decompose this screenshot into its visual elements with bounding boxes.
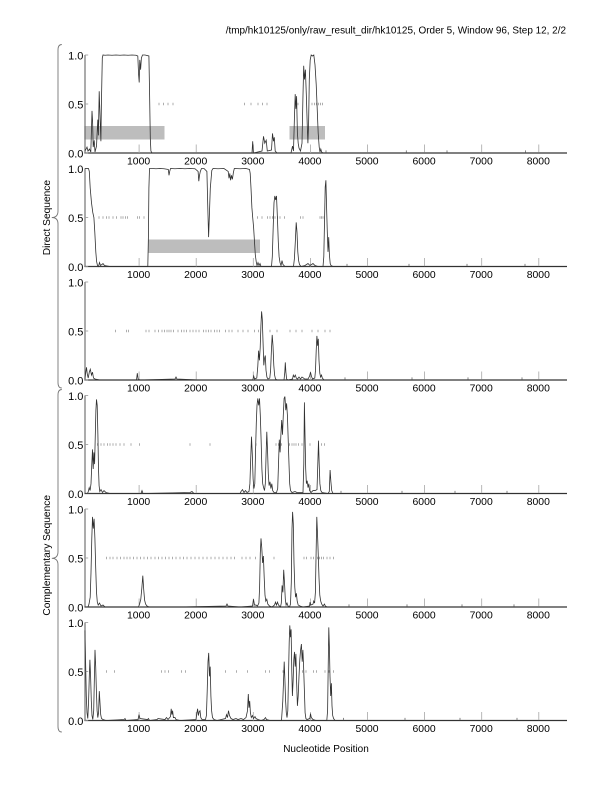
svg-text:7000: 7000 — [470, 611, 493, 622]
svg-text:5000: 5000 — [355, 497, 378, 508]
svg-text:1.0: 1.0 — [68, 50, 83, 62]
svg-text:0.5: 0.5 — [68, 213, 83, 225]
svg-text:2000: 2000 — [184, 611, 207, 622]
svg-text:1000: 1000 — [127, 724, 150, 735]
svg-text:0.0: 0.0 — [68, 716, 83, 728]
svg-text:6000: 6000 — [413, 270, 436, 281]
svg-text:6000: 6000 — [413, 384, 436, 395]
svg-text:3000: 3000 — [241, 611, 264, 622]
svg-text:7000: 7000 — [470, 384, 493, 395]
svg-text:3000: 3000 — [241, 384, 264, 395]
svg-text:0.5: 0.5 — [68, 99, 83, 111]
svg-text:4000: 4000 — [298, 724, 321, 735]
svg-text:0.5: 0.5 — [68, 667, 83, 679]
svg-text:1.0: 1.0 — [68, 277, 83, 289]
svg-text:0.0: 0.0 — [68, 602, 83, 614]
svg-text:5000: 5000 — [355, 384, 378, 395]
svg-text:6000: 6000 — [413, 611, 436, 622]
svg-text:0.0: 0.0 — [68, 262, 83, 274]
svg-text:8000: 8000 — [527, 270, 550, 281]
svg-text:4000: 4000 — [298, 497, 321, 508]
svg-text:2000: 2000 — [184, 270, 207, 281]
svg-text:0.5: 0.5 — [68, 553, 83, 565]
svg-text:5000: 5000 — [355, 724, 378, 735]
svg-text:6000: 6000 — [413, 497, 436, 508]
svg-text:5000: 5000 — [355, 270, 378, 281]
svg-text:1.0: 1.0 — [68, 618, 83, 630]
svg-text:8000: 8000 — [527, 497, 550, 508]
svg-text:2000: 2000 — [184, 384, 207, 395]
svg-text:3000: 3000 — [241, 270, 264, 281]
svg-text:1000: 1000 — [127, 497, 150, 508]
svg-text:6000: 6000 — [413, 724, 436, 735]
svg-text:0.0: 0.0 — [68, 148, 83, 160]
svg-text:6000: 6000 — [413, 157, 436, 168]
svg-text:4000: 4000 — [298, 270, 321, 281]
svg-text:1000: 1000 — [127, 157, 150, 168]
svg-text:1.0: 1.0 — [68, 504, 83, 516]
svg-text:3000: 3000 — [241, 497, 264, 508]
svg-text:7000: 7000 — [470, 497, 493, 508]
svg-text:3000: 3000 — [241, 724, 264, 735]
svg-text:0.5: 0.5 — [68, 326, 83, 338]
svg-text:7000: 7000 — [470, 724, 493, 735]
svg-text:2000: 2000 — [184, 724, 207, 735]
svg-text:4000: 4000 — [298, 157, 321, 168]
svg-text:4000: 4000 — [298, 611, 321, 622]
svg-text:1000: 1000 — [127, 270, 150, 281]
svg-text:5000: 5000 — [355, 157, 378, 168]
svg-text:7000: 7000 — [470, 270, 493, 281]
svg-text:1.0: 1.0 — [68, 391, 83, 403]
svg-text:3000: 3000 — [241, 157, 264, 168]
svg-text:5000: 5000 — [355, 611, 378, 622]
svg-text:8000: 8000 — [527, 724, 550, 735]
svg-text:4000: 4000 — [298, 384, 321, 395]
svg-text:7000: 7000 — [470, 157, 493, 168]
svg-text:8000: 8000 — [527, 157, 550, 168]
svg-text:Complementary Sequence: Complementary Sequence — [42, 495, 53, 616]
svg-text:2000: 2000 — [184, 157, 207, 168]
svg-text:0.0: 0.0 — [68, 489, 83, 501]
svg-text:/tmp/hk10125/only/raw_result_d: /tmp/hk10125/only/raw_result_dir/hk10125… — [226, 26, 567, 37]
svg-text:0.5: 0.5 — [68, 440, 83, 452]
svg-text:8000: 8000 — [527, 384, 550, 395]
svg-text:8000: 8000 — [527, 611, 550, 622]
svg-text:Direct Sequence: Direct Sequence — [42, 180, 53, 256]
svg-text:1000: 1000 — [127, 384, 150, 395]
svg-text:2000: 2000 — [184, 497, 207, 508]
svg-text:1.0: 1.0 — [68, 164, 83, 176]
svg-text:1000: 1000 — [127, 611, 150, 622]
svg-text:0.0: 0.0 — [68, 375, 83, 387]
svg-text:Nucleotide Position: Nucleotide Position — [283, 744, 369, 755]
